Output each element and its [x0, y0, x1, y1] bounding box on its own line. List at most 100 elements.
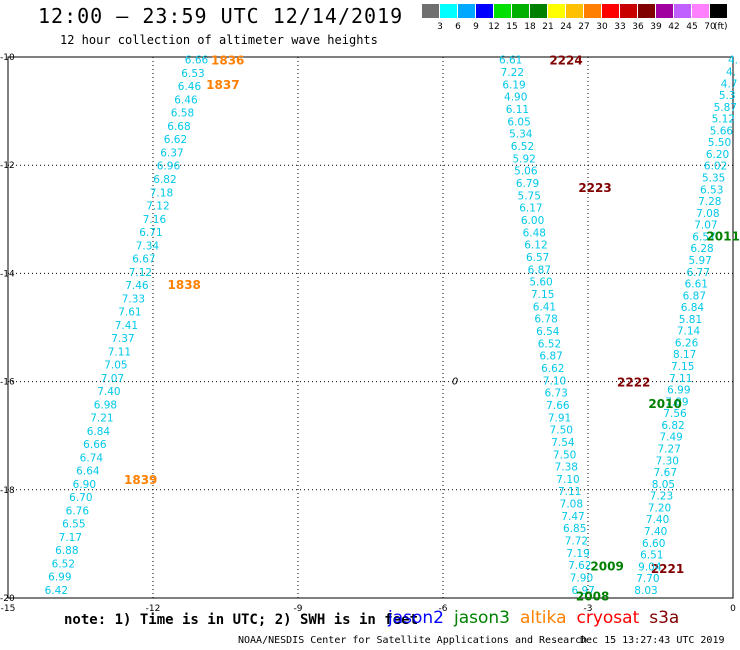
wave-height-value: 6.97	[571, 585, 594, 597]
wave-height-value: 7.07	[101, 373, 124, 385]
wave-height-value: 7.08	[696, 208, 719, 220]
wave-height-value: 5.87	[714, 102, 737, 114]
wave-height-value: 6.77	[687, 267, 710, 279]
wave-height-value: 6.52	[511, 141, 534, 153]
y-tick-label: -18	[0, 486, 15, 496]
color-scale-labels: 3 6 9 12 15 18 21 24 27 30 33 36 39 42 45 70	[422, 22, 728, 34]
wave-height-value: 6.11	[506, 104, 529, 116]
wave-height-value: 4.90	[504, 92, 527, 104]
wave-height-value: 7.90	[570, 573, 593, 585]
time-label: 2221	[651, 562, 684, 576]
wave-height-value: 6.79	[516, 178, 539, 190]
legend-label: 27	[578, 22, 590, 32]
legend-swatch	[494, 4, 512, 18]
legend-swatch	[476, 4, 494, 18]
y-tick-label: -12	[0, 161, 15, 171]
legend-swatch	[422, 4, 440, 18]
wave-height-value: 6.62	[541, 363, 564, 375]
wave-height-value: 7.54	[551, 437, 575, 449]
legend-swatch	[566, 4, 584, 18]
legend-label: 12	[488, 22, 500, 32]
y-tick-label: -20	[0, 594, 15, 604]
wave-height-value: 7.28	[698, 196, 721, 208]
footer-date: Dec 15 13:27:43 UTC 2019	[580, 635, 725, 646]
satellite-legend-s3a: s3a	[649, 608, 680, 628]
wave-height-value: 6.57	[692, 231, 715, 243]
x-tick-label: -12	[146, 604, 161, 614]
wave-height-value: 6.85	[563, 523, 586, 535]
legend-swatch	[602, 4, 620, 18]
y-tick-label: -10	[0, 53, 15, 63]
wave-height-value: 6.46	[174, 94, 198, 106]
wave-height-value: 7.47	[561, 511, 584, 523]
wave-height-value: 7.91	[548, 412, 571, 424]
wave-height-value: 7.17	[59, 532, 82, 544]
wave-height-value: 7.18	[150, 187, 173, 199]
wave-height-value: 7.10	[556, 474, 579, 486]
wave-height-value: 7.30	[656, 455, 679, 467]
wave-height-value: 6.54	[536, 326, 560, 338]
chart-title: 12:00 – 23:59 UTC 12/14/2019	[38, 4, 404, 28]
wave-height-value: 7.37	[111, 333, 134, 345]
legend-swatch	[692, 4, 710, 18]
wave-height-value: 7.16	[143, 214, 167, 226]
wave-height-value: 6.64	[76, 466, 100, 478]
wave-height-value: 6.87	[528, 264, 551, 276]
footer-note: note: 1) Time is in UTC; 2) SWH is in fe…	[64, 612, 419, 628]
x-tick-label: -6	[439, 604, 448, 614]
wave-height-value: 7.40	[97, 386, 120, 398]
wave-height-value: 6.58	[171, 108, 194, 120]
legend-label: 36	[632, 22, 644, 32]
wave-height-value: 6.87	[539, 351, 562, 363]
wave-height-value: 6.61	[499, 55, 522, 67]
wave-height-value: 7.22	[501, 67, 524, 79]
satellite-legend-jason3: jason3	[454, 608, 510, 628]
legend-label: 18	[524, 22, 536, 32]
wave-height-value: 6.20	[706, 149, 729, 161]
wave-height-value: 6.68	[167, 121, 190, 133]
wave-height-value: 5.06	[514, 166, 538, 178]
wave-height-value: 6.78	[534, 314, 557, 326]
wave-height-value: 7.40	[644, 526, 667, 538]
legend-swatch	[620, 4, 638, 18]
legend-label: 33	[614, 22, 626, 32]
time-label: 1837	[206, 78, 239, 92]
time-label: 2224	[549, 54, 582, 68]
wave-height-value: 4.	[728, 55, 738, 67]
wave-height-value: 7.61	[118, 307, 141, 319]
wave-height-value: 6.96	[157, 161, 181, 173]
legend-swatch	[638, 4, 656, 18]
legend-swatch	[530, 4, 548, 18]
wave-height-value: 6.62	[164, 134, 187, 146]
wave-height-value: 6.98	[94, 399, 117, 411]
legend-label: 9	[473, 22, 479, 32]
wave-height-value: 6.67	[132, 254, 155, 266]
wave-height-value: 6.17	[519, 203, 542, 215]
wave-height-value: 7.46	[125, 280, 149, 292]
wave-height-value: 6.37	[160, 147, 183, 159]
legend-swatch	[512, 4, 530, 18]
wave-height-value: 6.55	[62, 519, 85, 531]
wave-height-value: 5.75	[518, 190, 541, 202]
wave-height-value: 6.99	[667, 385, 690, 397]
wave-height-value: 5.92	[512, 153, 535, 165]
wave-height-value: 6.74	[80, 452, 104, 464]
wave-height-value: 6.84	[681, 302, 705, 314]
wave-height-value: 7.15	[531, 289, 554, 301]
wave-height-value: 7.41	[115, 320, 138, 332]
wave-height-value: 6.52	[52, 558, 75, 570]
wave-height-value: 5.35	[702, 173, 725, 185]
wave-height-value: 7.40	[646, 514, 669, 526]
wave-height-value: 7.33	[122, 293, 145, 305]
wave-height-value: 5.81	[679, 314, 702, 326]
wave-height-value: 7.05	[104, 360, 127, 372]
wave-height-value: 6.84	[87, 426, 111, 438]
wave-height-value: 8.05	[652, 479, 675, 491]
legend-label: 21	[542, 22, 554, 32]
time-label: 1839	[124, 473, 157, 487]
time-label: 2008	[576, 589, 609, 603]
wave-height-value: 6.26	[675, 337, 699, 349]
wave-height-value: 6.52	[538, 338, 561, 350]
wave-height-value: 6.57	[526, 252, 549, 264]
